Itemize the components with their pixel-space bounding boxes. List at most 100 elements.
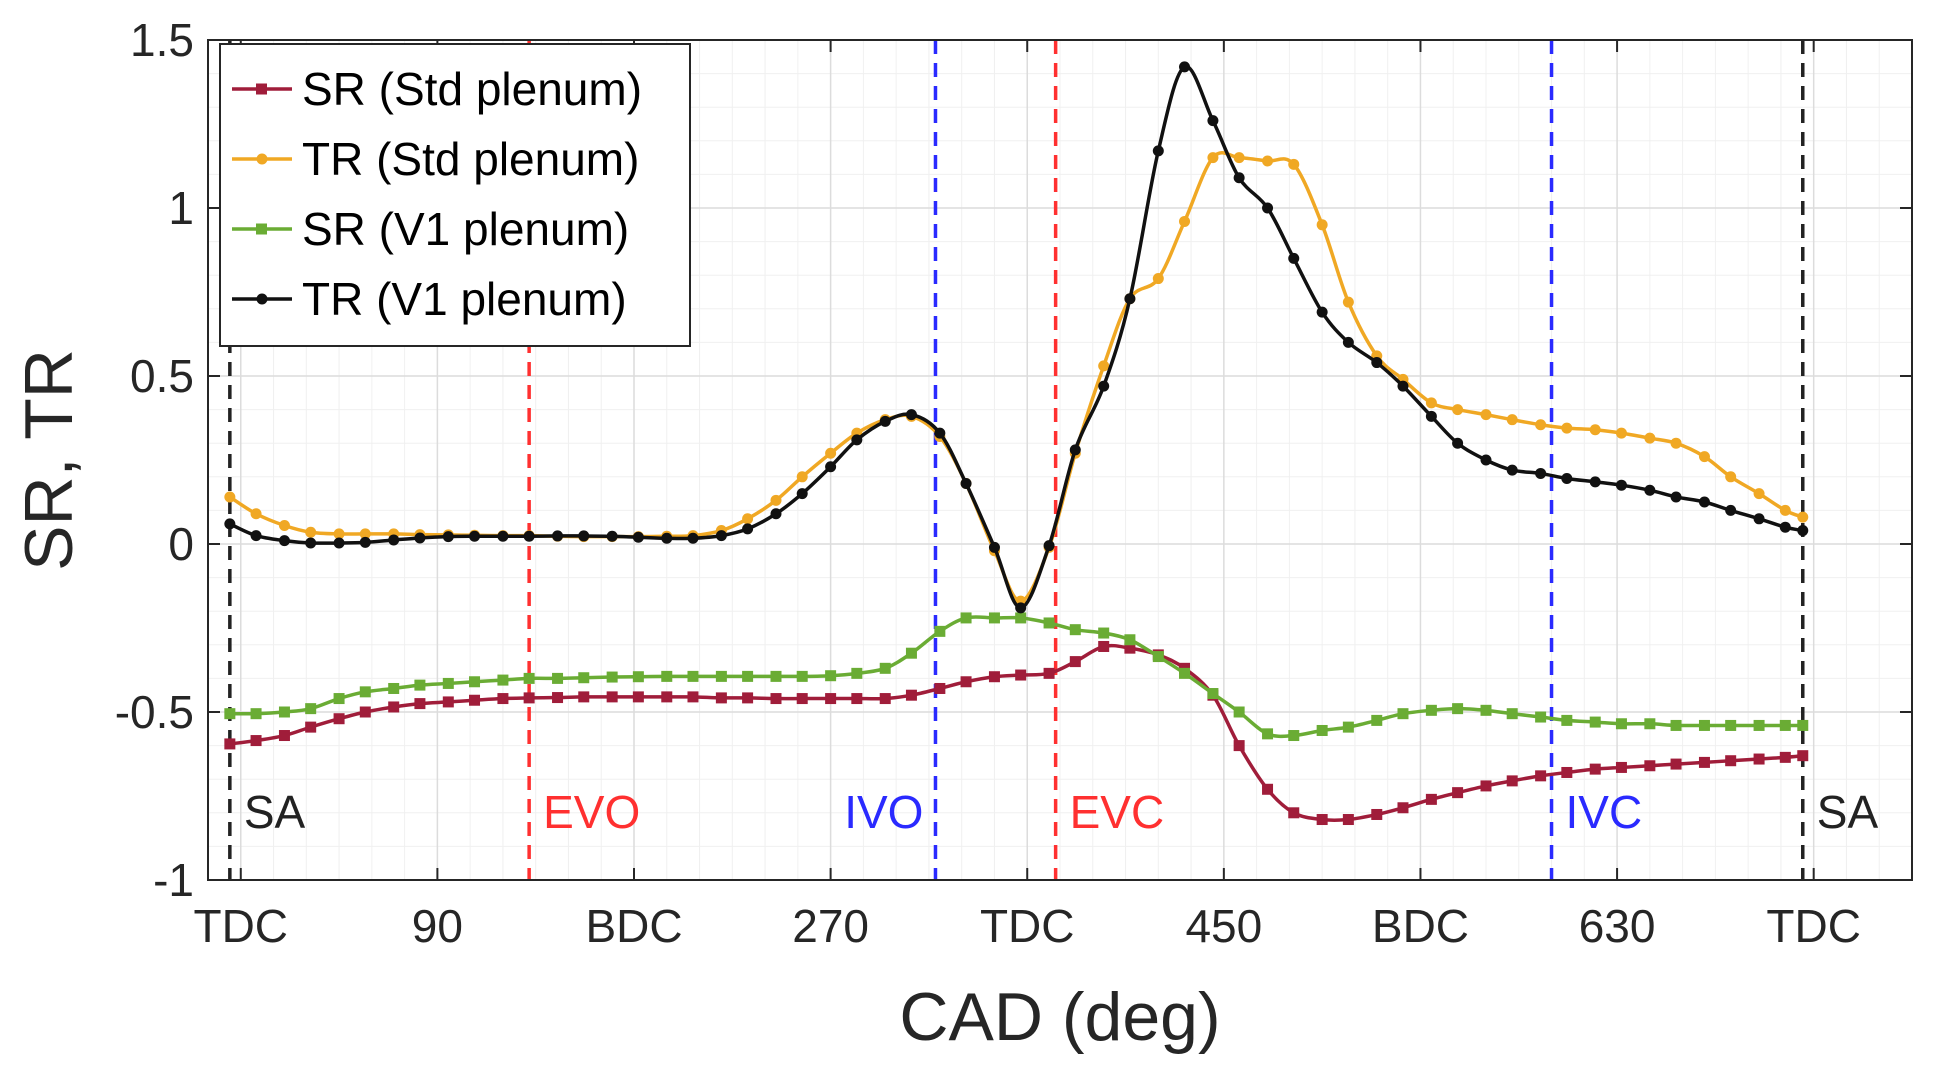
data-point: [825, 670, 837, 682]
data-point: [497, 693, 509, 705]
data-point: [1425, 410, 1437, 422]
data-point: [1698, 756, 1710, 768]
data-point: [1480, 454, 1492, 466]
data-point: [661, 532, 673, 544]
data-point: [359, 686, 371, 698]
data-point: [715, 692, 727, 704]
data-point: [770, 693, 782, 705]
data-point: [1670, 719, 1682, 731]
data-point: [250, 530, 262, 542]
data-point: [1124, 293, 1136, 305]
data-point: [278, 535, 290, 547]
data-point: [1753, 513, 1765, 525]
data-point: [1371, 357, 1383, 369]
data-point: [578, 530, 590, 542]
data-point: [1207, 152, 1219, 164]
data-point: [1779, 719, 1791, 731]
data-point: [1371, 808, 1383, 820]
series-sr-std-plenum: [224, 640, 1809, 826]
data-point: [333, 528, 345, 540]
series-tr-v1-plenum: [224, 61, 1809, 614]
data-point: [742, 513, 754, 525]
data-point: [687, 532, 699, 544]
legend-item: SR (Std plenum): [232, 63, 642, 115]
data-point: [469, 530, 481, 542]
event-label: EVO: [543, 786, 640, 838]
data-point: [905, 647, 917, 659]
data-point: [632, 531, 644, 543]
legend-label: SR (V1 plenum): [302, 203, 629, 255]
data-point: [1480, 704, 1492, 716]
data-point: [1589, 716, 1601, 728]
data-point: [278, 730, 290, 742]
y-tick-label: 0: [168, 518, 194, 570]
data-point: [1262, 155, 1274, 167]
data-point: [442, 677, 454, 689]
data-point: [742, 523, 754, 535]
data-point: [1015, 612, 1027, 624]
data-point: [305, 526, 317, 538]
data-point: [1698, 451, 1710, 463]
event-label: SA: [244, 786, 306, 838]
data-point: [578, 672, 590, 684]
data-point: [1725, 719, 1737, 731]
data-point: [1452, 404, 1464, 416]
data-point: [1779, 504, 1791, 516]
data-point: [1015, 669, 1027, 681]
event-label: IVO: [844, 786, 923, 838]
data-point: [1015, 602, 1027, 614]
data-point: [1288, 252, 1300, 264]
legend-swatch-marker: [256, 83, 267, 95]
data-point: [1589, 424, 1601, 436]
data-point: [879, 693, 891, 705]
data-point: [1342, 296, 1354, 308]
data-point: [1288, 730, 1300, 742]
data-point: [988, 612, 1000, 624]
y-tick-label: 1.5: [130, 14, 194, 66]
data-point: [661, 691, 673, 703]
data-point: [1233, 706, 1245, 718]
data-point: [1779, 751, 1791, 763]
x-tick-label: 90: [412, 900, 463, 952]
data-point: [1342, 814, 1354, 826]
data-point: [278, 706, 290, 718]
data-point: [606, 691, 618, 703]
data-point: [1069, 444, 1081, 456]
data-point: [359, 706, 371, 718]
data-point: [1342, 721, 1354, 733]
data-point: [1288, 807, 1300, 819]
data-point: [1535, 419, 1547, 431]
data-point: [359, 528, 371, 540]
data-point: [742, 670, 754, 682]
data-point: [1506, 464, 1518, 476]
data-point: [796, 471, 808, 483]
data-point: [1644, 432, 1656, 444]
data-point: [1288, 158, 1300, 170]
data-point: [1615, 479, 1627, 491]
data-point: [905, 689, 917, 701]
data-point: [224, 518, 236, 530]
data-point: [1179, 61, 1191, 73]
data-point: [1425, 704, 1437, 716]
x-tick-label: TDC: [193, 900, 288, 952]
data-point: [1043, 540, 1055, 552]
y-tick-label: -1: [153, 854, 194, 906]
data-point: [606, 530, 618, 542]
data-point: [934, 625, 946, 637]
data-point: [1535, 467, 1547, 479]
data-point: [796, 670, 808, 682]
data-point: [414, 679, 426, 691]
data-point: [1262, 202, 1274, 214]
data-point: [1535, 711, 1547, 723]
data-point: [715, 670, 727, 682]
data-point: [1452, 787, 1464, 799]
legend-swatch-marker: [256, 293, 268, 305]
data-point: [442, 696, 454, 708]
data-point: [796, 693, 808, 705]
data-point: [1233, 740, 1245, 752]
y-tick-label: -0.5: [115, 686, 194, 738]
data-point: [1179, 215, 1191, 227]
series-sr-v1-plenum: [224, 612, 1809, 742]
data-point: [414, 532, 426, 544]
data-point: [305, 703, 317, 715]
